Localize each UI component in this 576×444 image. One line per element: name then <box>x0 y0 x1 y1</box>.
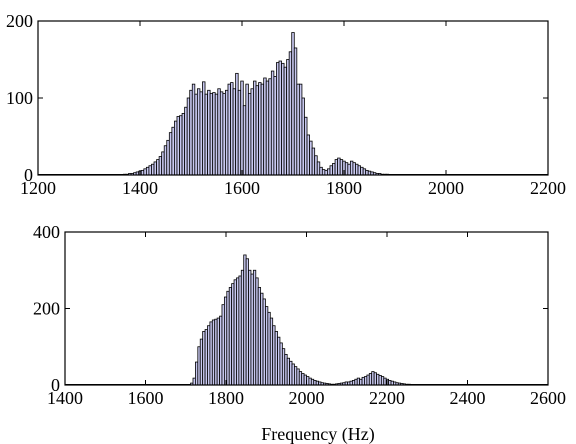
histogram-bottom: 1400 1600 1800 2000 2200 2400 2600 0 200 400 <box>33 222 566 408</box>
top-x-tick-label: 2200 <box>530 178 566 198</box>
bottom-x-tick-label: 2200 <box>369 388 405 408</box>
top-x-tick-label: 1600 <box>224 178 260 198</box>
bottom-y-tick-label: 0 <box>51 375 60 395</box>
top-y-tick-label: 100 <box>6 88 33 108</box>
top-x-tick-label: 1400 <box>122 178 158 198</box>
top-x-tick-label: 1800 <box>326 178 362 198</box>
bottom-x-tick-label: 1400 <box>47 388 83 408</box>
bottom-x-tick-label: 1800 <box>208 388 244 408</box>
top-x-tick-label: 1200 <box>20 178 56 198</box>
bottom-x-tick-label: 2400 <box>450 388 486 408</box>
bottom-x-tick-label: 2000 <box>289 388 325 408</box>
bottom-y-tick-label: 400 <box>33 222 60 242</box>
top-x-tick-label: 2000 <box>428 178 464 198</box>
x-axis-label: Frequency (Hz) <box>261 424 374 444</box>
bottom-axes-frame <box>64 231 549 386</box>
top-y-tick-label: 200 <box>6 11 33 31</box>
top-y-tick-label: 0 <box>24 165 33 185</box>
bottom-x-tick-label: 1600 <box>128 388 164 408</box>
bottom-x-tick-label: 2600 <box>530 388 566 408</box>
bottom-y-tick-label: 200 <box>33 299 60 319</box>
histogram-top: 1200 1400 1600 1800 2000 2200 0 100 200 <box>6 11 566 198</box>
